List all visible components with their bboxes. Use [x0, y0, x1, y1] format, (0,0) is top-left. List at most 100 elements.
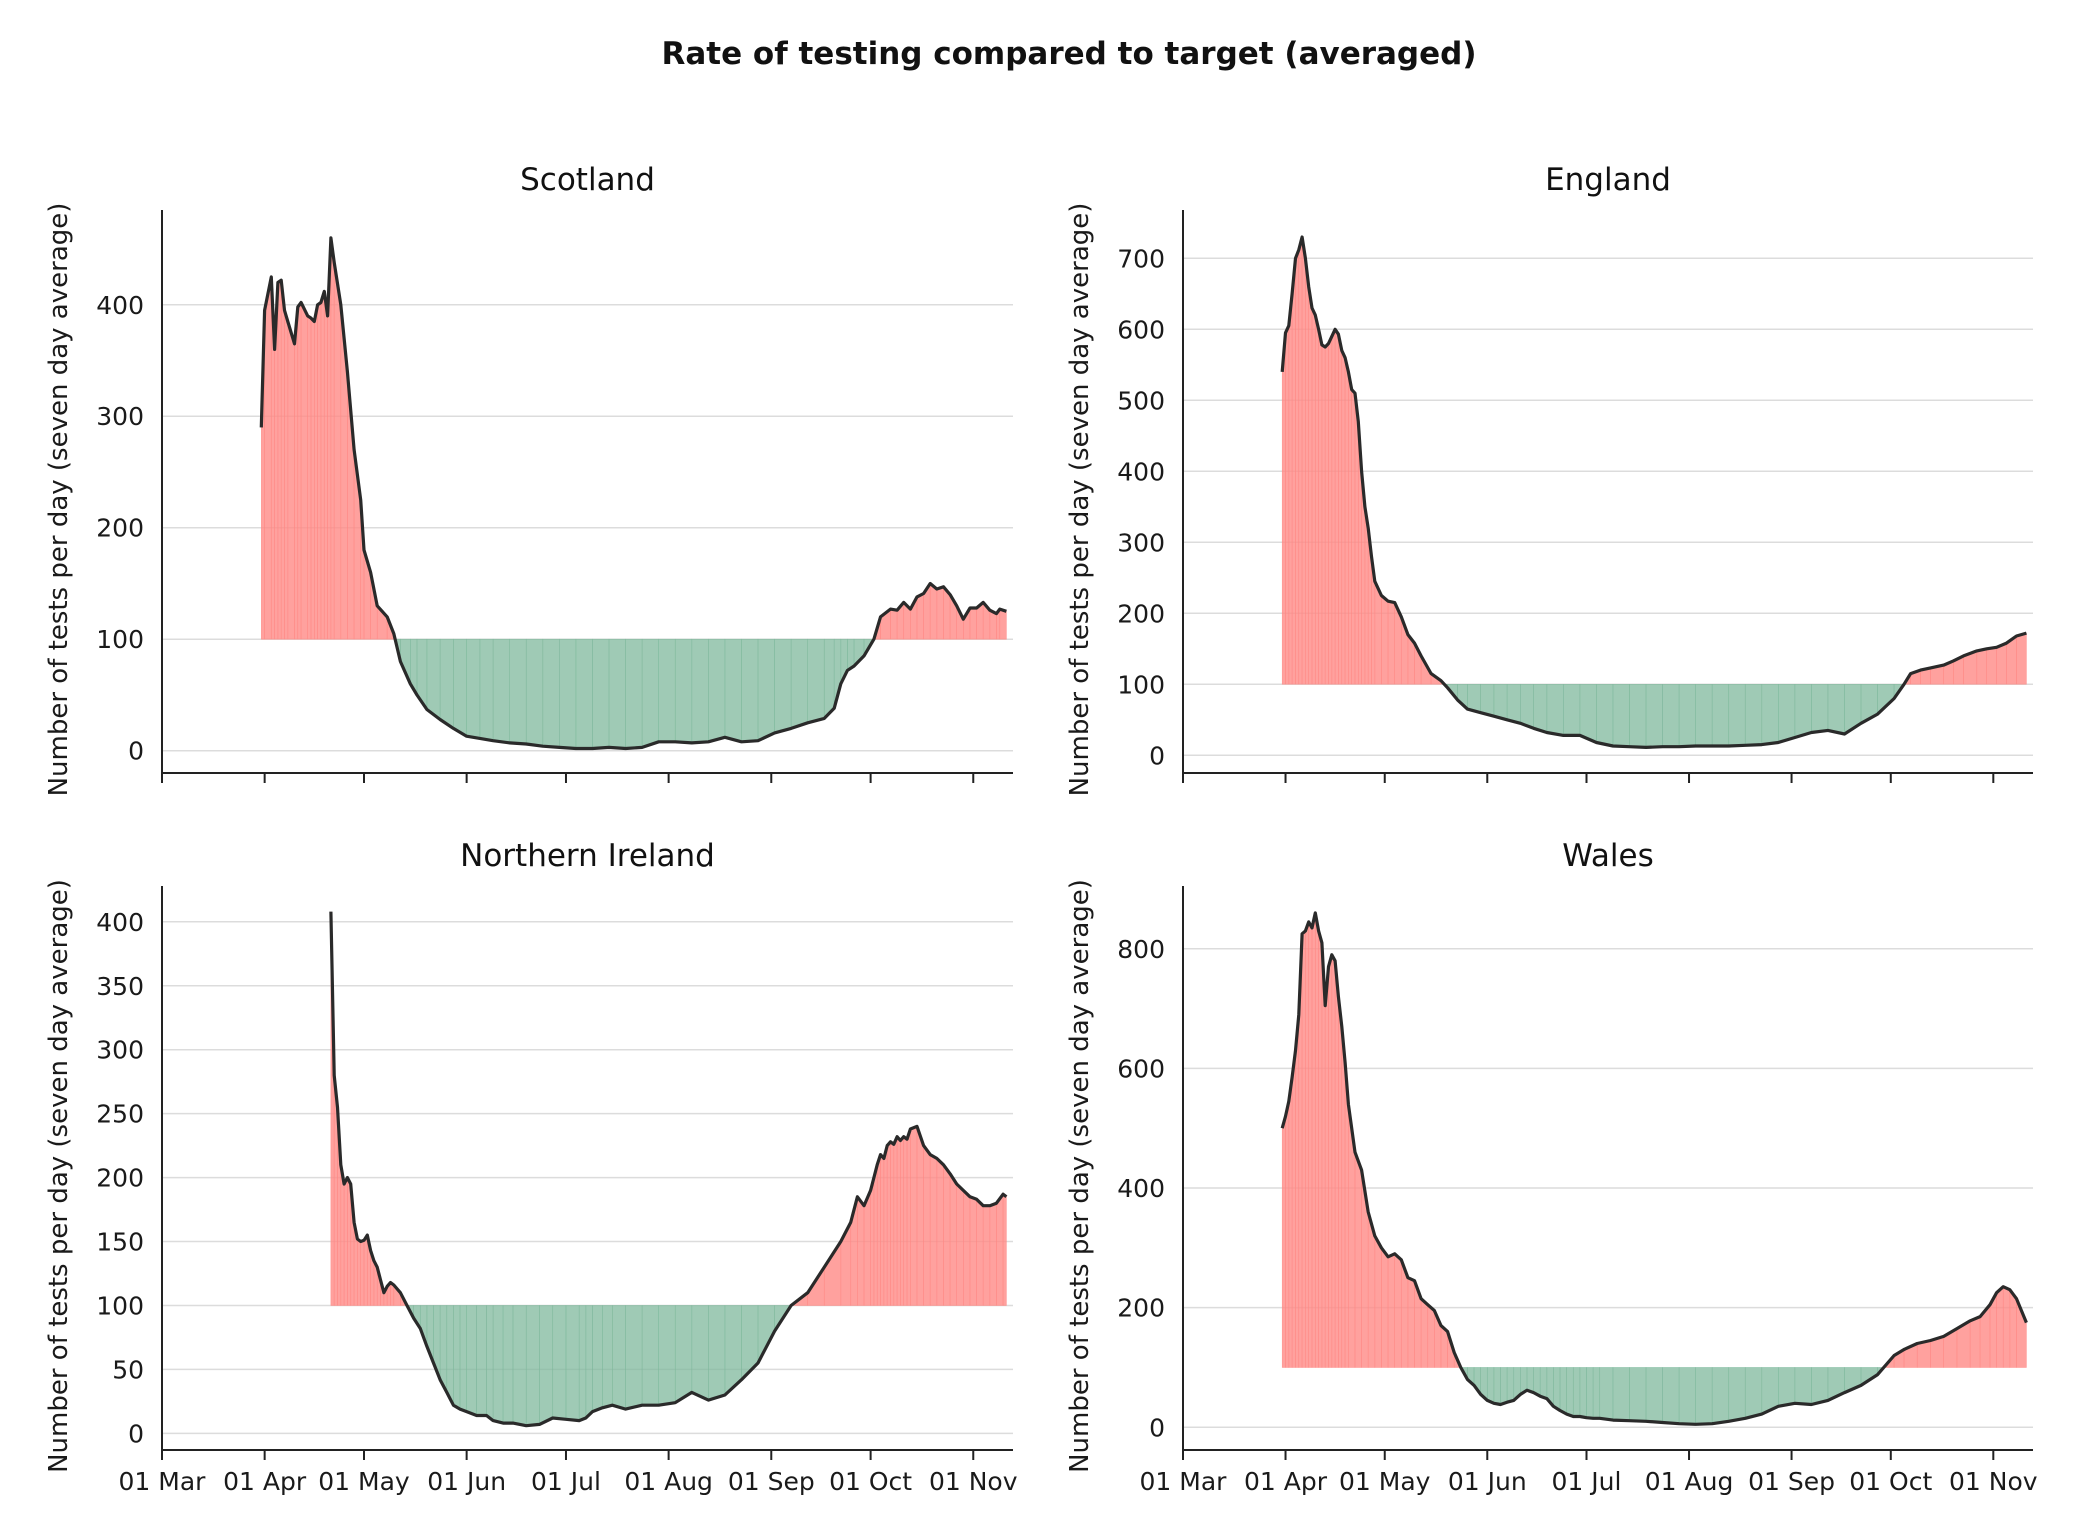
y-axis-label: Number of tests per day (seven day avera…	[1065, 203, 1095, 797]
x-tick-label: 01 Sep	[728, 1467, 815, 1496]
area-above-target	[1318, 930, 1323, 1368]
area-below-target	[612, 1305, 626, 1410]
area-below-target	[539, 1305, 554, 1425]
area-above-target	[1324, 966, 1329, 1368]
area-above-target	[314, 304, 318, 640]
area-above-target	[956, 1183, 964, 1306]
x-tick-label: 01 Jul	[1552, 1467, 1622, 1496]
area-above-target	[317, 301, 322, 640]
series-line	[259, 236, 1007, 751]
area-above-target	[307, 315, 312, 640]
area-above-target	[357, 1238, 361, 1306]
area-above-target	[1427, 1303, 1435, 1368]
area-above-target	[1311, 912, 1316, 1368]
area-above-target	[1288, 1077, 1293, 1368]
area-above-target	[1387, 1253, 1395, 1368]
area-above-target	[916, 1126, 924, 1306]
x-tick-label: 01 Aug	[1645, 1467, 1734, 1496]
area-above-target	[1354, 1152, 1362, 1368]
area-above-target	[1986, 646, 1997, 685]
area-below-target	[1695, 1367, 1713, 1425]
area-below-target	[565, 1305, 580, 1421]
figure-title: Rate of testing compared to target (aver…	[661, 36, 1476, 72]
area-above-target	[1334, 328, 1339, 685]
area-above-target	[1328, 336, 1333, 685]
y-tick-label: 800	[1117, 935, 1165, 964]
x-tick-label: 01 Jul	[531, 1467, 601, 1496]
area-above-target	[910, 1125, 918, 1306]
x-tick-label: 01 Mar	[1140, 1467, 1228, 1496]
area-below-target	[552, 1305, 567, 1420]
area-below-target	[1559, 1367, 1567, 1415]
area-above-target	[1374, 1235, 1382, 1368]
y-tick-label: 100	[96, 1291, 144, 1320]
area-above-target	[1314, 912, 1319, 1368]
area-above-target	[1381, 594, 1389, 685]
panel-england: 0 100 200 300 400 500 600 700 England Number of t…	[1065, 162, 2033, 796]
area-above-target	[1298, 236, 1303, 685]
area-below-target	[446, 1305, 454, 1406]
area-below-target	[1695, 683, 1713, 747]
area-below-target	[592, 638, 610, 749]
area-below-target	[1506, 1367, 1515, 1403]
area-below-target	[658, 638, 676, 743]
area-below-target	[466, 638, 481, 739]
area-below-target	[1645, 683, 1663, 748]
area-above-target	[340, 1164, 345, 1306]
area-below-target	[426, 638, 441, 721]
area-above-target	[923, 1144, 931, 1306]
area-above-target	[916, 593, 924, 640]
area-above-target	[900, 1135, 905, 1306]
area-above-target	[949, 1172, 958, 1306]
area-above-target	[929, 1154, 938, 1306]
y-tick-label: 0	[1149, 1413, 1165, 1442]
y-tick-label: 100	[96, 625, 144, 654]
y-tick-label: 700	[1117, 244, 1165, 273]
panel-northern-ireland: 0 50 100 150 200 250 300 350 400 01 Mar 01 Apr 01 M…	[44, 838, 1018, 1496]
area-above-target	[1331, 329, 1336, 685]
area-above-target	[2009, 1288, 2017, 1368]
area-below-target	[1563, 683, 1581, 736]
area-above-target	[1387, 600, 1395, 685]
area-below-target	[1711, 683, 1730, 747]
area-above-target	[1285, 1101, 1290, 1368]
area-below-target	[1728, 683, 1746, 747]
area-below-target	[741, 1305, 759, 1381]
area-above-target	[1338, 334, 1343, 685]
area-below-target	[512, 1305, 527, 1427]
y-tick-label: 300	[96, 402, 144, 431]
area-below-target	[1480, 683, 1495, 717]
area-below-target	[1811, 683, 1829, 733]
y-tick-label: 200	[96, 514, 144, 543]
y-tick-label: 400	[1117, 1174, 1165, 1203]
x-tick-label: 01 Apr	[223, 1467, 307, 1496]
area-below-target	[525, 1305, 540, 1427]
area-above-target	[1381, 1246, 1389, 1368]
x-tick-label: 01 Jun	[427, 1467, 506, 1496]
area-below-target	[585, 1305, 593, 1419]
area-below-target	[1728, 1367, 1746, 1422]
series-line	[1280, 911, 2028, 1426]
area-below-target	[509, 638, 527, 745]
area-above-target	[1291, 258, 1296, 685]
area-below-target	[1500, 1367, 1508, 1405]
area-above-target	[963, 1189, 971, 1306]
x-tick-label: 01 May	[1339, 1467, 1431, 1496]
panel-scotland: 0 100 200 300 400 Scotland Number of tests per…	[44, 162, 1013, 796]
area-below-target	[1599, 1367, 1614, 1421]
area-above-target	[893, 1136, 898, 1306]
area-above-target	[936, 586, 944, 640]
area-above-target	[2002, 1286, 2011, 1368]
y-tick-label: 200	[1117, 1294, 1165, 1323]
y-tick-label: 300	[1117, 528, 1165, 557]
area-below-target	[641, 1305, 659, 1406]
area-above-target	[1281, 1116, 1286, 1368]
area-below-target	[525, 638, 544, 747]
area-above-target	[1996, 1286, 2004, 1368]
area-below-target	[691, 638, 709, 744]
area-below-target	[1612, 683, 1630, 748]
area-above-target	[1291, 1050, 1296, 1368]
area-above-target	[330, 237, 335, 640]
x-tick-label: 01 Mar	[119, 1467, 207, 1496]
area-below-target	[1811, 1367, 1829, 1405]
